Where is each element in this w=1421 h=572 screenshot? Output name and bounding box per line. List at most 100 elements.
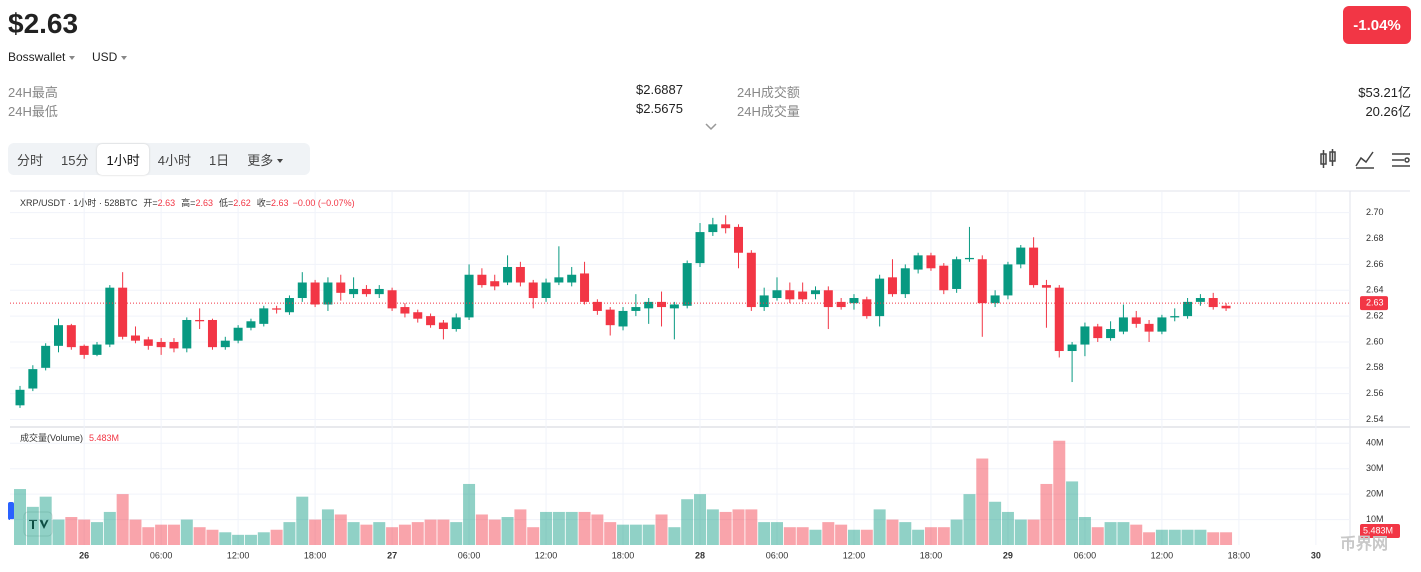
stat-value: $2.6887 xyxy=(636,82,683,97)
candle-body xyxy=(1093,326,1103,339)
volume-bar xyxy=(450,522,463,545)
stat-label: 24H成交量 xyxy=(737,104,800,119)
volume-bar xyxy=(1104,522,1117,545)
candle-body xyxy=(1067,344,1077,352)
candle-body xyxy=(913,255,923,270)
stat-value: 20.26亿 xyxy=(1365,104,1411,119)
x-tick-label: 18:00 xyxy=(920,550,943,560)
volume-bar xyxy=(14,489,27,545)
volume-bar xyxy=(501,517,514,545)
exchange-select[interactable]: Bosswallet xyxy=(8,50,76,64)
volume-bar xyxy=(1143,532,1156,545)
candle-body xyxy=(669,304,679,309)
volume-bar xyxy=(193,527,206,545)
candle-body xyxy=(66,325,76,348)
x-tick-label: 18:00 xyxy=(304,550,327,560)
candle-body xyxy=(708,224,718,233)
candle-body xyxy=(1003,264,1013,296)
tab[interactable]: 4小时 xyxy=(157,152,191,168)
volume-bar xyxy=(321,509,334,545)
price: $2.63 xyxy=(8,8,79,39)
candle-body xyxy=(759,295,769,308)
volume-bar xyxy=(232,534,245,545)
volume-bar xyxy=(1040,483,1053,545)
tab[interactable]: 分时 xyxy=(17,152,44,168)
tab[interactable]: 1小时 xyxy=(97,143,149,175)
candle-body xyxy=(130,335,140,341)
volume-bar xyxy=(219,532,232,545)
volume-bar xyxy=(706,509,719,545)
volume-legend: 成交量(Volume) 5.483M xyxy=(20,432,119,443)
volume-bar xyxy=(1130,524,1143,545)
volume-bar xyxy=(155,524,168,545)
volume-bar xyxy=(809,529,822,545)
exchange: Bosswallet xyxy=(8,50,66,64)
tab[interactable]: 1日 xyxy=(208,152,230,168)
stat-label: 24H最高 xyxy=(8,85,58,100)
x-tick-label: 26 xyxy=(79,550,89,560)
tab[interactable]: 15分 xyxy=(61,152,89,168)
candle-body xyxy=(657,301,667,308)
volume-title: 成交量(Volume) xyxy=(20,432,83,443)
candle-body xyxy=(464,274,474,318)
candle-body xyxy=(554,277,564,283)
volume-bar xyxy=(565,511,578,545)
volume-bar xyxy=(270,529,283,545)
volume-bar xyxy=(1220,532,1233,545)
volume-bar xyxy=(783,527,796,545)
y-tick-label: 2.62 xyxy=(1366,310,1384,320)
volume-bar xyxy=(963,494,976,545)
panel-toggle[interactable] xyxy=(8,502,14,520)
y-tick-label: 2.70 xyxy=(1366,207,1384,217)
candle-icon[interactable] xyxy=(1320,149,1336,168)
tab[interactable]: 更多 xyxy=(238,144,292,175)
candle-body xyxy=(1054,287,1064,352)
volume-bar xyxy=(1066,481,1079,545)
change-badge: -1.04% xyxy=(1343,6,1411,44)
volume-bar xyxy=(1181,529,1194,545)
legend-label: 收= xyxy=(257,197,271,208)
volume-bar xyxy=(463,483,476,545)
candle-body xyxy=(580,273,590,302)
candle-body xyxy=(503,266,513,283)
volume-bar xyxy=(822,522,835,545)
candle-body xyxy=(105,287,115,345)
volume-bar xyxy=(129,519,142,545)
candle-body xyxy=(900,268,910,295)
x-tick-label: 06:00 xyxy=(1074,550,1097,560)
candle-body xyxy=(118,287,128,337)
candle-body xyxy=(605,309,615,326)
candle-body xyxy=(1221,305,1231,309)
candle-body xyxy=(1041,285,1051,288)
legend-value: 2.63 xyxy=(271,198,289,208)
expand[interactable] xyxy=(704,122,718,132)
volume-bar xyxy=(770,522,783,545)
settings-icon[interactable] xyxy=(1392,153,1410,167)
volume-tick-label: 30M xyxy=(1366,463,1384,473)
candle-body xyxy=(1118,317,1128,332)
volume-bar xyxy=(604,522,617,545)
candle-body xyxy=(195,319,205,322)
volume-bar xyxy=(1053,440,1066,545)
volume-bar xyxy=(347,522,360,545)
volume-bar xyxy=(694,494,707,545)
currency-select[interactable]: USD xyxy=(92,50,128,64)
volume-bar xyxy=(39,496,52,545)
volume-bar xyxy=(655,514,668,545)
candle-body xyxy=(939,265,949,291)
candle-body xyxy=(310,282,320,305)
volume-bar xyxy=(90,522,103,545)
indicator-icon[interactable] xyxy=(1355,151,1374,169)
candle-body xyxy=(772,290,782,299)
candle-body xyxy=(528,282,538,299)
volume-bar xyxy=(167,524,180,545)
legend-label: 高= xyxy=(181,197,195,208)
candle-body xyxy=(284,298,294,313)
candle-body xyxy=(426,316,436,326)
candle-body xyxy=(1131,317,1141,324)
volume-bar xyxy=(437,519,450,545)
volume-bar xyxy=(1001,511,1014,545)
volume-bar xyxy=(1014,519,1027,545)
candle-body xyxy=(964,257,974,260)
